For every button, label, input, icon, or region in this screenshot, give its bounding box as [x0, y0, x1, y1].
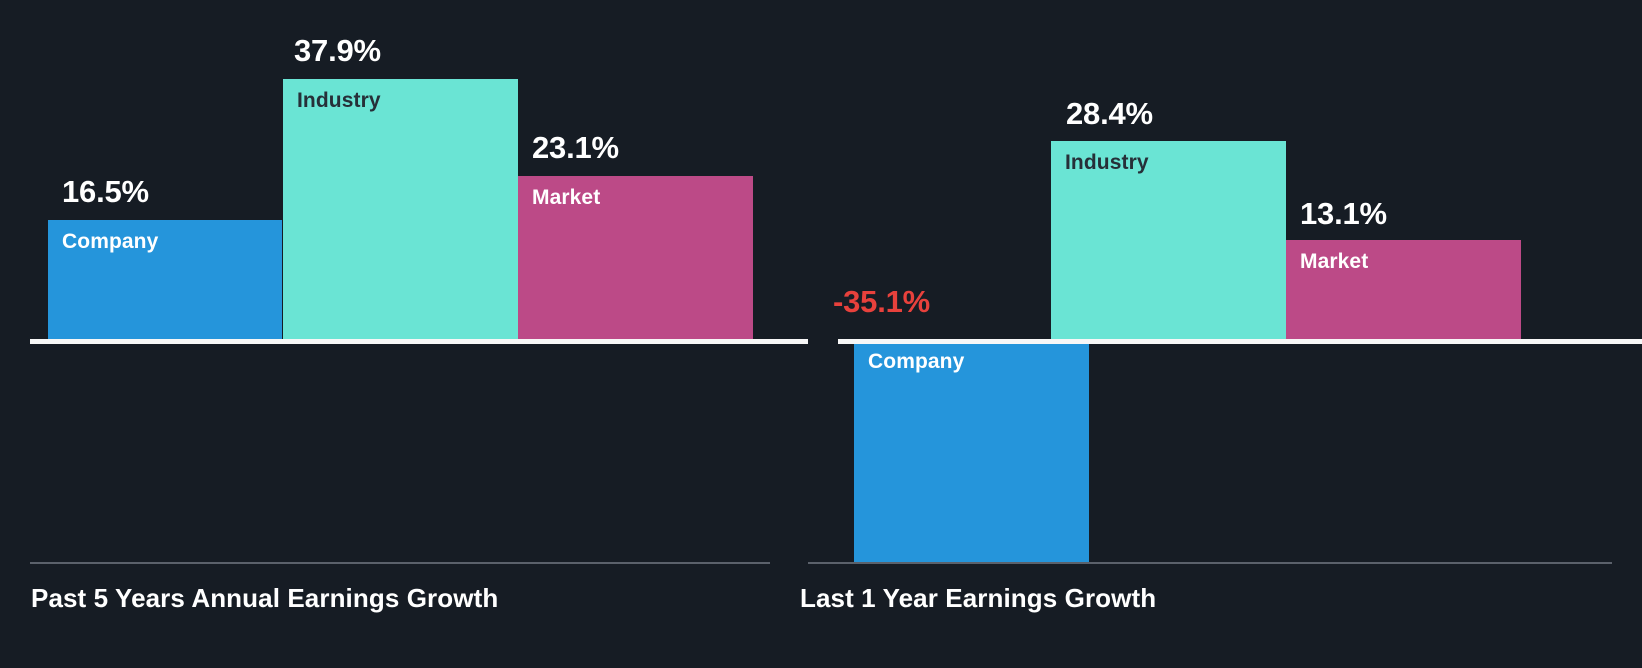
bar-label-industry-right: Industry: [1065, 151, 1149, 174]
bar-value-industry-left: 37.9%: [294, 33, 381, 68]
axis-separator-right: [808, 562, 1612, 564]
bar-value-industry-right: 28.4%: [1066, 96, 1153, 131]
bar-label-industry-left: Industry: [297, 89, 381, 112]
chart-title-left: Past 5 Years Annual Earnings Growth: [31, 583, 499, 613]
zero-baseline-left: [30, 339, 808, 344]
bar-label-company-right: Company: [868, 350, 965, 373]
bar-market-right[interactable]: Market: [1286, 240, 1521, 340]
chart-title-right: Last 1 Year Earnings Growth: [800, 583, 1157, 613]
bar-company-right[interactable]: Company: [854, 340, 1089, 562]
bar-industry-right[interactable]: Industry: [1051, 141, 1286, 340]
axis-separator-left: [30, 562, 770, 564]
bar-value-company-right: -35.1%: [833, 284, 931, 319]
plot-area-left: Company 16.5% Industry 37.9% Market 23.1…: [0, 0, 810, 668]
bar-value-company-left: 16.5%: [62, 174, 149, 209]
bar-label-market-right: Market: [1300, 250, 1369, 273]
bar-value-market-left: 23.1%: [532, 130, 619, 165]
plot-area-right: Company -35.1% Industry 28.4% Market 13.…: [808, 0, 1642, 668]
bar-label-market-left: Market: [532, 186, 601, 209]
bar-market-left[interactable]: Market: [518, 176, 753, 340]
bar-value-market-right: 13.1%: [1300, 196, 1387, 231]
chart-panel-last-1-year: Company -35.1% Industry 28.4% Market 13.…: [800, 0, 1642, 668]
zero-baseline-right: [838, 339, 1642, 344]
bar-industry-left[interactable]: Industry: [283, 79, 518, 340]
bar-label-company-left: Company: [62, 230, 159, 253]
bar-company-left[interactable]: Company: [48, 220, 282, 340]
chart-panel-past-5-years: Company 16.5% Industry 37.9% Market 23.1…: [0, 0, 810, 668]
